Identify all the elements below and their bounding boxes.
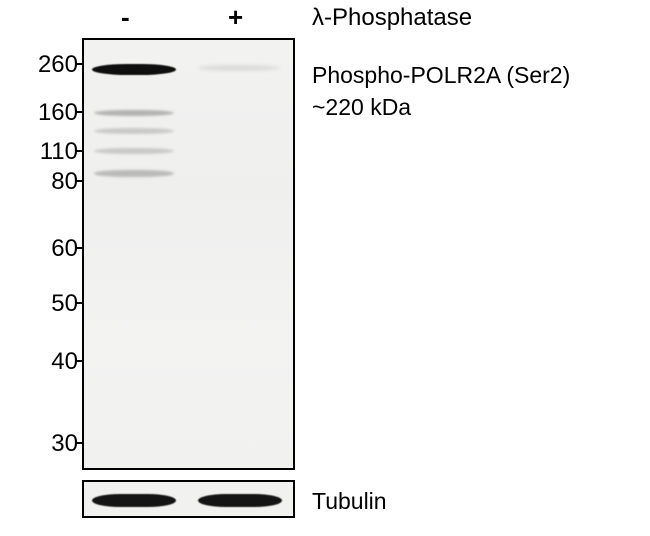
main-blot-panel xyxy=(82,38,295,470)
band-residual-plus xyxy=(198,65,280,71)
figure-root: - + λ-Phosphatase 260 160 110 80 60 50 4… xyxy=(0,0,650,536)
target-label-line2: ~220 kDa xyxy=(312,94,411,121)
tubulin-band-plus xyxy=(198,494,282,507)
mw-tick-50 xyxy=(76,302,82,304)
mw-tick-110 xyxy=(76,150,82,152)
band-faint-100 xyxy=(94,170,174,177)
mw-260: 260 xyxy=(8,51,78,79)
target-label-line1: Phospho-POLR2A (Ser2) xyxy=(312,62,570,89)
treatment-label: λ-Phosphatase xyxy=(312,4,472,32)
mw-80: 80 xyxy=(8,168,78,196)
tubulin-band-minus xyxy=(92,494,176,507)
lane-plus-symbol: + xyxy=(228,2,243,33)
mw-60: 60 xyxy=(8,235,78,263)
band-faint-160 xyxy=(94,110,174,116)
mw-tick-160 xyxy=(76,111,82,113)
blot-background xyxy=(84,40,293,468)
band-faint-140 xyxy=(94,128,174,134)
mw-40: 40 xyxy=(8,348,78,376)
mw-160: 160 xyxy=(8,99,78,127)
mw-tick-30 xyxy=(76,442,82,444)
band-faint-120 xyxy=(94,148,174,154)
mw-tick-80 xyxy=(76,180,82,182)
tubulin-label: Tubulin xyxy=(312,488,387,515)
mw-tick-60 xyxy=(76,247,82,249)
band-main-phospho xyxy=(92,64,176,75)
mw-110: 110 xyxy=(8,138,78,166)
mw-tick-40 xyxy=(76,360,82,362)
mw-30: 30 xyxy=(8,430,78,458)
mw-50: 50 xyxy=(8,290,78,318)
mw-tick-260 xyxy=(76,63,82,65)
lane-minus-symbol: - xyxy=(121,2,130,33)
